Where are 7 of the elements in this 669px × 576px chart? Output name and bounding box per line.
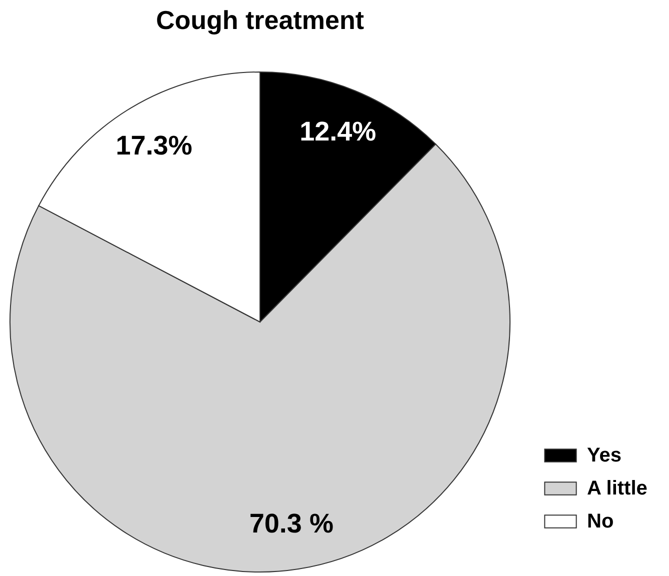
data-label: 17.3% (116, 130, 192, 161)
legend-label: No (587, 510, 614, 532)
data-label: 12.4% (300, 116, 376, 146)
chart-title: Cough treatment (156, 5, 364, 35)
legend-label: Yes (587, 444, 622, 466)
data-label: 70.3 % (249, 508, 334, 539)
legend-label: A little (587, 478, 648, 500)
